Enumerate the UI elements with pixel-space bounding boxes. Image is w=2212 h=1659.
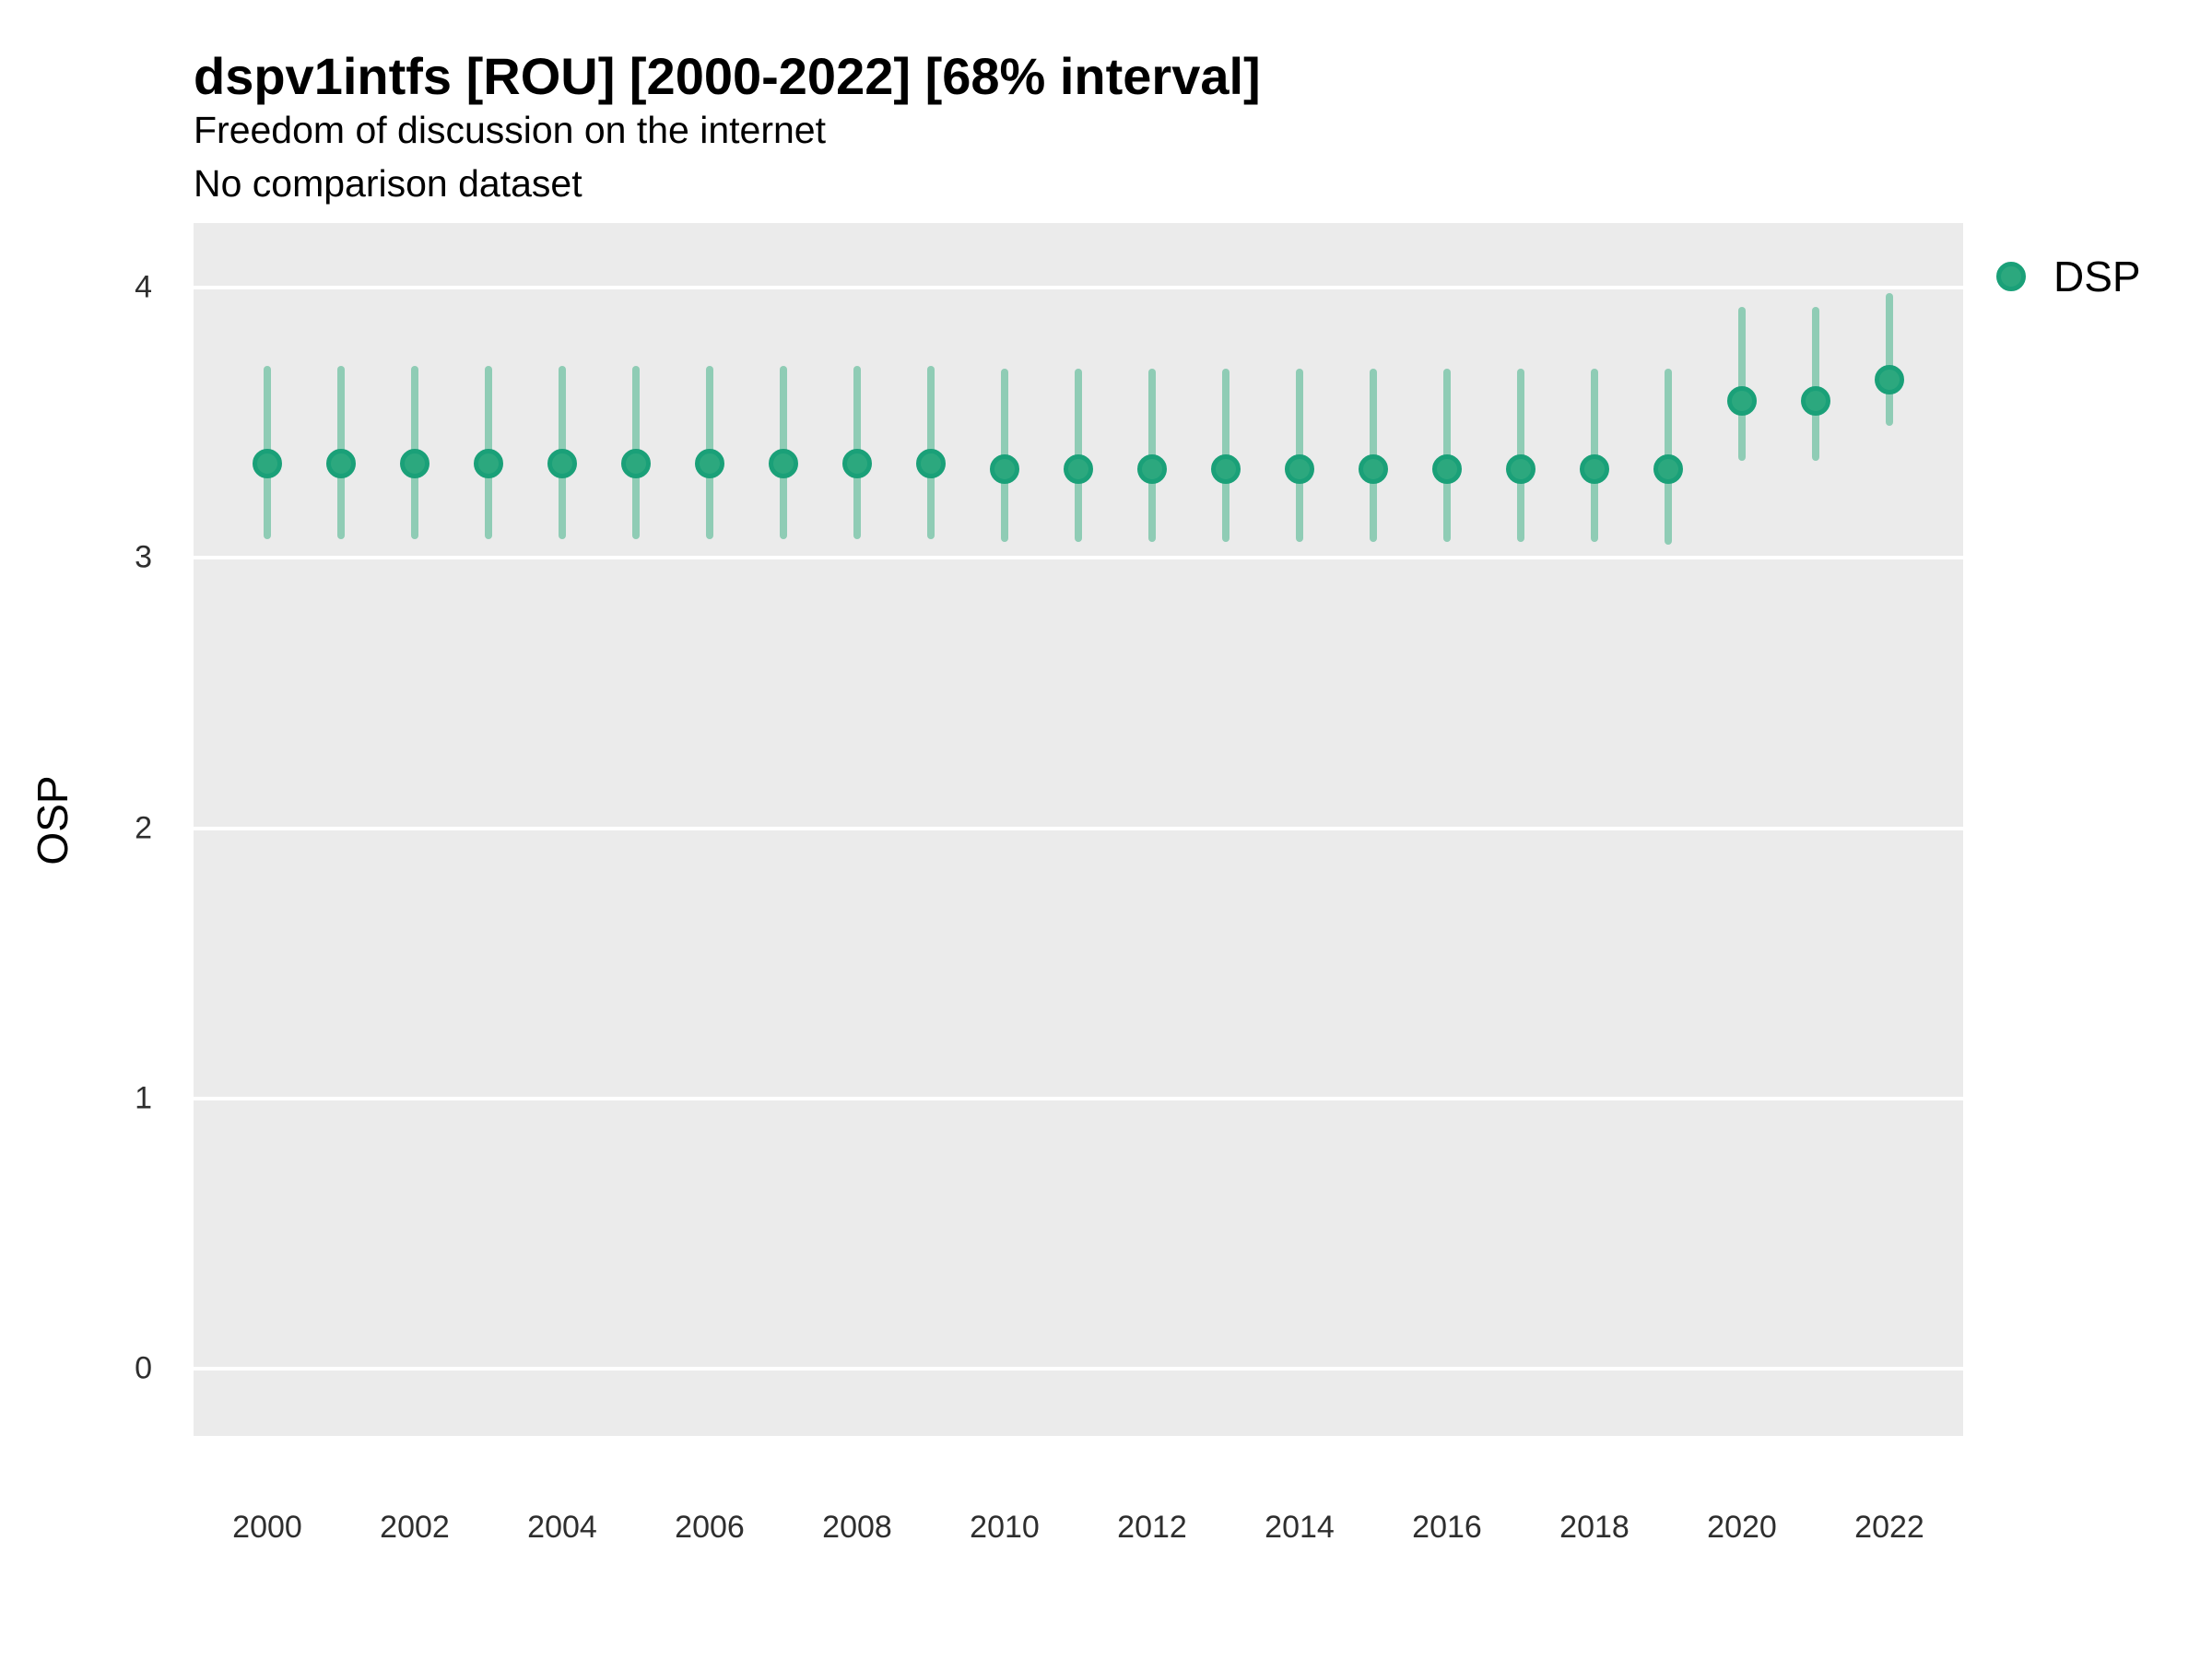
interval-bar xyxy=(1886,293,1893,426)
data-point xyxy=(1801,386,1830,417)
x-tick-label: 2012 xyxy=(1117,1510,1187,1545)
data-point xyxy=(621,448,651,478)
y-tick-label: 0 xyxy=(135,1350,152,1386)
data-point xyxy=(1653,453,1683,484)
interval-bar xyxy=(1812,306,1819,461)
x-tick-label: 2000 xyxy=(232,1510,302,1545)
legend-label: DSP xyxy=(2053,253,2141,300)
plot-panel xyxy=(194,223,1963,1436)
legend: DSP xyxy=(1996,253,2141,300)
x-tick-label: 2022 xyxy=(1854,1510,1924,1545)
data-point xyxy=(474,448,503,478)
data-point xyxy=(1727,386,1757,417)
x-tick-label: 2002 xyxy=(380,1510,450,1545)
interval-bar xyxy=(1738,306,1746,461)
data-point xyxy=(1211,453,1241,484)
x-tick-label: 2006 xyxy=(675,1510,745,1545)
x-tick-label: 2004 xyxy=(527,1510,597,1545)
legend-point-icon xyxy=(1996,262,2026,291)
y-tick-label: 3 xyxy=(135,539,152,575)
x-tick-label: 2020 xyxy=(1707,1510,1777,1545)
chart-subtitle: Freedom of discussion on the internet xyxy=(194,109,826,151)
data-point xyxy=(1580,453,1609,484)
data-point xyxy=(400,448,429,478)
data-point xyxy=(1432,453,1462,484)
gridline-y-0 xyxy=(194,1366,1963,1371)
gridline-y-1 xyxy=(194,1096,1963,1100)
data-point xyxy=(1285,453,1314,484)
data-point xyxy=(1137,453,1167,484)
x-tick-label: 2008 xyxy=(822,1510,892,1545)
data-point xyxy=(990,453,1019,484)
x-tick-label: 2014 xyxy=(1265,1510,1335,1545)
data-point xyxy=(1506,453,1535,484)
data-point xyxy=(842,448,872,478)
gridline-y-4 xyxy=(194,286,1963,290)
data-point xyxy=(253,448,282,478)
chart-title: dspv1intfs [ROU] [2000-2022] [68% interv… xyxy=(194,47,1261,105)
gridline-y-2 xyxy=(194,826,1963,830)
gridline-y-3 xyxy=(194,556,1963,560)
data-point xyxy=(916,448,946,478)
data-point xyxy=(547,448,577,478)
data-point xyxy=(1875,364,1904,394)
y-tick-label: 1 xyxy=(135,1080,152,1116)
y-axis-title: OSP xyxy=(29,775,76,865)
data-point xyxy=(1359,453,1388,484)
x-tick-label: 2016 xyxy=(1412,1510,1482,1545)
x-tick-label: 2010 xyxy=(970,1510,1040,1545)
y-tick-label: 4 xyxy=(135,269,152,305)
comparison-note: No comparison dataset xyxy=(194,162,582,205)
y-tick-label: 2 xyxy=(135,810,152,846)
data-point xyxy=(769,448,798,478)
data-point xyxy=(326,448,356,478)
x-tick-label: 2018 xyxy=(1559,1510,1630,1545)
data-point xyxy=(695,448,724,478)
data-point xyxy=(1064,453,1093,484)
